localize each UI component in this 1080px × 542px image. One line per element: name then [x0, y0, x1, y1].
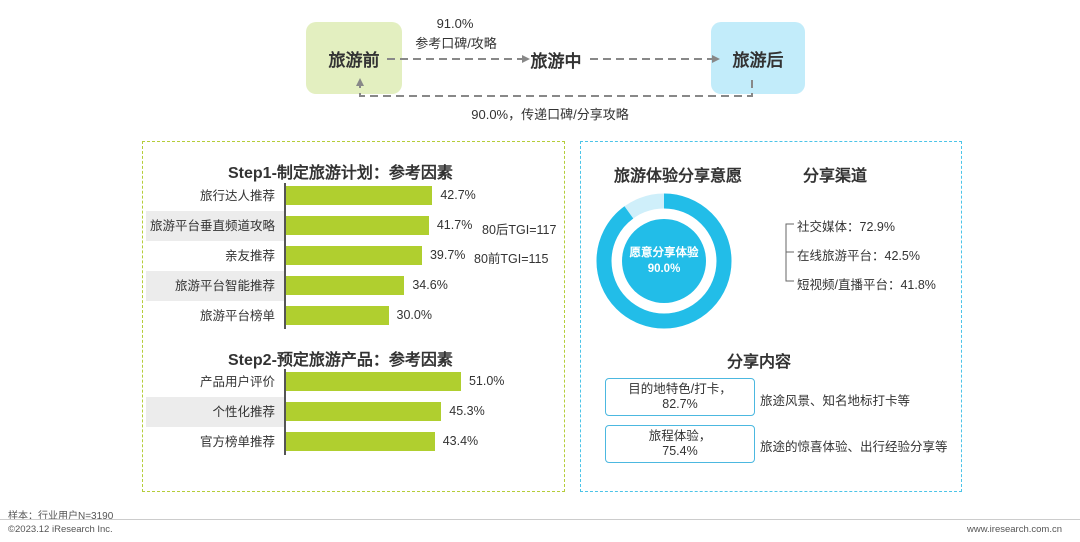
donut-center-label: 愿意分享体验 [630, 245, 699, 259]
step1-category-label: 旅行达人推荐 [199, 189, 275, 203]
step2-bar [285, 432, 435, 451]
step2-title: Step2-预定旅游产品：参考因素 [228, 352, 453, 369]
content-desc-destination: 旅途风景、知名地标打卡等 [760, 394, 911, 408]
stage-during-label: 旅游中 [530, 51, 582, 71]
flow-top-desc: 参考口碑/攻略 [415, 36, 497, 51]
step1-bar [285, 246, 422, 265]
stage-before: 旅游前 [306, 22, 402, 94]
step1-bar-value: 30.0% [396, 308, 432, 322]
step2-category-label: 产品用户评价 [199, 375, 275, 389]
channel-social: 社交媒体：72.9% [797, 220, 895, 234]
donut-arc-willing [596, 193, 732, 329]
arrowhead-during [522, 55, 530, 63]
step2-bar [285, 402, 442, 421]
step1-category-label: 亲友推荐 [224, 249, 275, 263]
step1-bar [285, 186, 433, 205]
footer-website: www.iresearch.com.cn [966, 524, 1062, 535]
step2-bar-value: 43.4% [442, 434, 479, 448]
stage-after: 旅游后 [711, 22, 805, 94]
step2-row-band [146, 397, 284, 427]
step1-bar-value: 39.7% [429, 248, 466, 262]
tgi-80-after: 80后TGI=117 [482, 223, 557, 237]
flow-top-pct: 91.0% [436, 16, 474, 31]
content-title: 分享内容 [727, 354, 792, 371]
channel-title: 分享渠道 [803, 168, 868, 185]
step2-bar [285, 372, 461, 391]
stage-during: 旅游中 [524, 47, 588, 71]
footer-divider [0, 519, 1080, 520]
step2-axis [284, 369, 286, 455]
flow-arrows [356, 55, 753, 97]
content-box-journey-line1: 旅程体验， [648, 429, 712, 443]
step1-row-band [146, 211, 284, 241]
willing-title: 旅游体验分享意愿 [614, 168, 743, 185]
content-box-destination-line2: 82.7% [662, 397, 698, 411]
channel-bracket [785, 223, 794, 282]
content-box-journey-line2: 75.4% [662, 444, 698, 458]
donut-center-value: 90.0% [648, 263, 681, 275]
tgi-80-before: 80前TGI=115 [474, 252, 549, 266]
step1-category-label: 旅游平台榜单 [199, 309, 275, 323]
step1-axis [284, 183, 286, 329]
content-box-journey: 旅程体验， 75.4% [605, 425, 755, 463]
step1-bar [285, 306, 389, 325]
step1-bar-value: 34.6% [412, 278, 448, 292]
step1-bar [285, 276, 405, 295]
stage-after-label: 旅游后 [732, 50, 784, 70]
step2-bar-value: 45.3% [449, 404, 485, 418]
step1-bar-value: 42.7% [440, 188, 476, 202]
step1-row-band [146, 271, 284, 301]
step2-category-label: 个性化推荐 [212, 405, 275, 419]
right-panel [580, 141, 962, 492]
content-box-destination-line1: 目的地特色/打卡， [628, 382, 732, 396]
donut-center [622, 219, 706, 303]
content-desc-journey: 旅途的惊喜体验、出行经验分享等 [760, 440, 948, 454]
step1-category-label: 旅游平台垂直频道攻略 [149, 219, 275, 233]
arrowhead-after [712, 55, 720, 63]
step2-bar-value: 51.0% [468, 374, 505, 388]
donut-chart: 愿意分享体验 90.0% [596, 193, 732, 329]
arrow-return [359, 80, 753, 97]
footer-copyright: ©2023.12 iResearch Inc. [8, 524, 113, 535]
left-panel [142, 141, 565, 492]
step1-title: Step1-制定旅游计划：参考因素 [228, 165, 453, 182]
step1-bar [285, 216, 429, 235]
step1-bar-value: 41.7% [436, 218, 473, 232]
channel-video: 短视频/直播平台：41.8% [797, 278, 936, 292]
channel-ota: 在线旅游平台：42.5% [797, 249, 920, 263]
content-box-destination: 目的地特色/打卡， 82.7% [605, 378, 755, 416]
flow-bottom-text: 90.0%，传递口碑/分享攻略 [471, 107, 629, 122]
footer-sample: 样本：行业用户N=3190 [8, 511, 114, 522]
step1-category-label: 旅游平台智能推荐 [174, 279, 275, 293]
step2-category-label: 官方榜单推荐 [199, 435, 275, 449]
arrowhead-before [356, 78, 364, 86]
stage-before-label: 旅游前 [328, 50, 380, 70]
